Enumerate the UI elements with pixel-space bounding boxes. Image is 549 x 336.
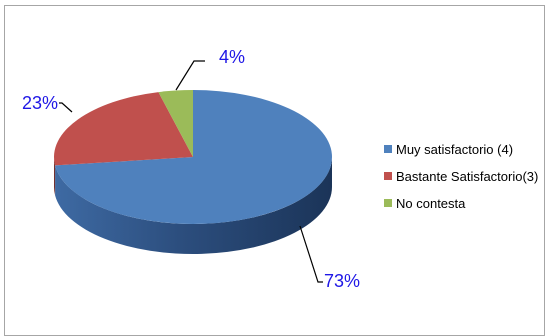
legend-swatch-bastante-satisfactorio [384,172,392,180]
data-label-muy-satisfactorio-4: 73% [324,271,360,291]
leader-line-muy-satisfactorio-4 [299,225,323,283]
pie-slice-no-contesta [158,89,193,157]
data-label-no-contesta: 4% [219,47,245,67]
leader-lines [59,60,323,283]
data-labels: 73% 23% 4% [22,47,360,291]
pie-slices [54,89,333,225]
pie-side-bastante-satisfactorio-3 [54,157,56,196]
pie-side-walls [54,157,332,254]
pie-slice-bastante-satisfactorio-3 [54,92,193,166]
legend-swatch-muy-satisfactorio [384,145,392,153]
pie-slice-muy-satisfactorio-4 [55,90,333,225]
legend: Muy satisfactorio (4) Bastante Satisfact… [384,142,538,211]
legend-label-muy-satisfactorio: Muy satisfactorio (4) [396,142,513,157]
leader-line-no-contesta [175,60,205,91]
leader-line-bastante-satisfactorio-3 [59,102,73,113]
legend-swatch-no-contesta [384,199,392,207]
legend-label-no-contesta: No contesta [396,196,466,211]
pie-side-muy-satisfactorio-4 [55,157,332,254]
data-label-bastante-satisfactorio-3: 23% [22,93,58,113]
legend-label-bastante-satisfactorio: Bastante Satisfactorio(3) [396,169,538,184]
